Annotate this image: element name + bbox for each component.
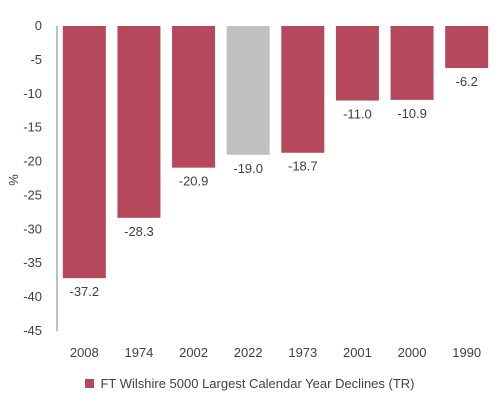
x-tick-label: 1973 xyxy=(288,345,317,360)
y-tick-label: -40 xyxy=(23,289,42,304)
y-axis-ticks: 0 -5 -10 -15 -20 -25 -30 -35 -40 -45 xyxy=(23,18,42,338)
legend: FT Wilshire 5000 Largest Calendar Year D… xyxy=(0,376,500,391)
data-label: -19.0 xyxy=(233,161,263,176)
y-tick-label: -25 xyxy=(23,187,42,202)
legend-swatch xyxy=(85,379,95,388)
bar xyxy=(226,26,270,155)
bar xyxy=(117,26,161,218)
bar xyxy=(281,26,325,153)
data-label: -28.3 xyxy=(124,224,154,239)
y-axis-title: % xyxy=(6,174,21,186)
x-tick-label: 2022 xyxy=(234,345,263,360)
x-axis-ticks: 2008 1974 2002 2022 1973 2001 2000 1990 xyxy=(70,345,481,360)
data-label: -11.0 xyxy=(343,107,372,122)
data-label: -6.2 xyxy=(455,74,477,89)
data-label: -10.9 xyxy=(397,106,427,121)
bars-group xyxy=(62,26,489,279)
y-tick-label: -10 xyxy=(23,86,42,101)
y-tick-label: -5 xyxy=(30,52,42,67)
x-tick-label: 2001 xyxy=(343,345,372,360)
y-tick-label: -35 xyxy=(23,255,42,270)
y-tick-label: 0 xyxy=(35,18,42,33)
bar xyxy=(62,26,106,279)
x-tick-label: 2000 xyxy=(398,345,427,360)
y-tick-label: -20 xyxy=(23,154,42,169)
data-label: -18.7 xyxy=(288,159,318,174)
y-tick-label: -45 xyxy=(23,323,42,338)
x-tick-label: 2002 xyxy=(179,345,208,360)
legend-label: FT Wilshire 5000 Largest Calendar Year D… xyxy=(100,376,415,391)
y-tick-label: -30 xyxy=(23,221,42,236)
y-tick-label: -15 xyxy=(23,120,42,135)
bar xyxy=(390,26,434,100)
data-label: -37.2 xyxy=(69,284,99,299)
x-tick-label: 1990 xyxy=(452,345,481,360)
x-tick-label: 2008 xyxy=(70,345,99,360)
data-labels-group: -37.2 -28.3 -20.9 -19.0 -18.7 -11.0 -10.9 -6.2 xyxy=(69,74,477,299)
x-tick-label: 1974 xyxy=(124,345,153,360)
data-label: -20.9 xyxy=(179,174,209,189)
bar xyxy=(172,26,216,168)
bar xyxy=(335,26,379,101)
bar xyxy=(445,26,489,69)
